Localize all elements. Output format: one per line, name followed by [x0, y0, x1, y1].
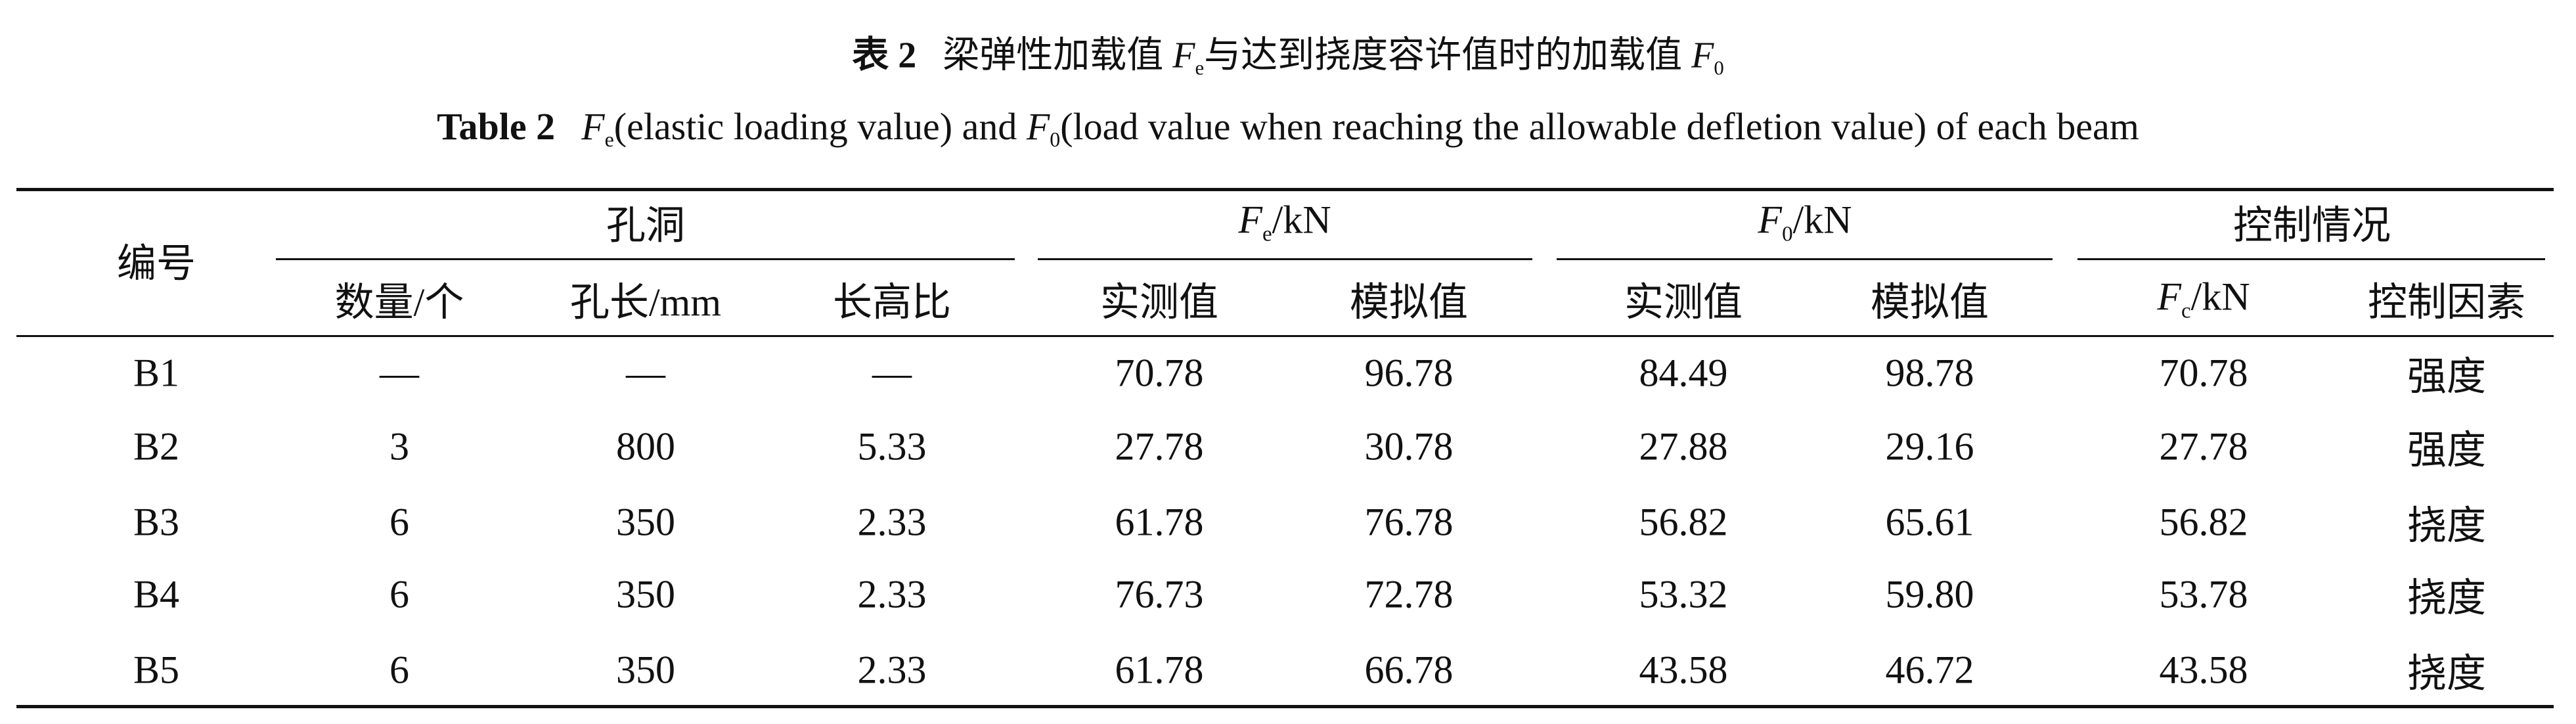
caption-label: Table 2 [437, 104, 556, 148]
table-cell: 6 [389, 572, 409, 616]
table-cell: 30.78 [1364, 424, 1454, 468]
header-cell: 控制情况 [2233, 204, 2391, 248]
caption-text: 梁弹性加载值 [943, 35, 1164, 76]
table-cell: 6 [389, 648, 409, 692]
header-var: F [1758, 198, 1783, 242]
caption-sub: e [1195, 57, 1205, 79]
table-cell: B2 [133, 424, 180, 468]
caption-sub: 0 [1050, 128, 1061, 152]
table-cell: 56.82 [2159, 500, 2248, 544]
table-cell: 27.78 [2159, 424, 2248, 468]
caption-var: F [1172, 35, 1195, 76]
table-cell: 800 [616, 424, 675, 468]
table-cell: 61.78 [1115, 500, 1204, 544]
table-cell: 76.78 [1364, 500, 1454, 544]
table-cell: 59.80 [1885, 572, 1974, 616]
table-cell: 6 [389, 500, 409, 544]
caption-sub: 0 [1714, 57, 1724, 79]
caption-var: F [1026, 104, 1050, 148]
table-cell: B5 [133, 648, 180, 692]
top-rule [16, 188, 2554, 191]
table-cell: B3 [133, 500, 180, 544]
table-cell: 3 [389, 424, 409, 468]
caption-cn: 表 2 梁弹性加载值 Fe与达到挠度容许值时的加载值 F0 [852, 26, 1724, 80]
subheader-cell: 数量/个 [334, 281, 464, 325]
header-var: F [1238, 198, 1262, 242]
caption-text: 与达到挠度容许值时的加载值 [1204, 35, 1683, 76]
table-cell: 53.32 [1639, 572, 1728, 616]
header-cell: Fe/kN [1238, 198, 1331, 247]
table-cell: 29.16 [1885, 424, 1974, 468]
subheader-cell: 模拟值 [1871, 281, 1989, 325]
table-cell: B4 [133, 572, 180, 616]
header-cell: 编号 [117, 242, 196, 286]
table-cell: 350 [616, 648, 675, 692]
table-cell: 70.78 [1115, 351, 1204, 395]
table-cell: 65.61 [1885, 500, 1974, 544]
caption-text: (load value when reaching the allowable … [1060, 104, 2139, 148]
header-sub: 0 [1782, 222, 1793, 246]
table-cell: 350 [616, 500, 675, 544]
table-cell: 挠度 [2407, 652, 2486, 696]
table-cell: 53.78 [2159, 572, 2248, 616]
header-cell: 控制因素 [2368, 281, 2525, 325]
subheader-cell: 实测值 [1100, 281, 1218, 325]
table-cell: 挠度 [2407, 504, 2486, 548]
header-rule [16, 335, 2554, 337]
group-rule [1557, 258, 2053, 260]
table-cell: 72.78 [1364, 572, 1454, 616]
table-cell: 96.78 [1364, 351, 1454, 395]
table-cell: 强度 [2407, 428, 2486, 472]
table-cell: 43.58 [2159, 648, 2248, 692]
table-cell: 61.78 [1115, 648, 1204, 692]
table-cell: 46.72 [1885, 648, 1974, 692]
table-cell: 76.73 [1115, 572, 1204, 616]
table-cell: 98.78 [1885, 351, 1974, 395]
bottom-rule [16, 705, 2554, 708]
header-unit: /kN [1792, 198, 1852, 242]
subheader-cell: 实测值 [1624, 281, 1743, 325]
table-cell: 350 [616, 572, 675, 616]
table-cell: 5.33 [857, 424, 927, 468]
table-cell: 66.78 [1364, 648, 1454, 692]
caption-var: F [581, 104, 605, 148]
table-cell: 56.82 [1639, 500, 1728, 544]
caption-label: 表 2 [852, 35, 917, 76]
table-cell: 27.88 [1639, 424, 1728, 468]
table-cell: 43.58 [1639, 648, 1728, 692]
table-cell: 强度 [2407, 355, 2486, 399]
header-cell: Fc/kN [2157, 275, 2250, 324]
table-cell: — [380, 351, 419, 395]
header-unit: /kN [1272, 198, 1331, 242]
table-cell: — [872, 351, 912, 395]
header-cell: F0/kN [1758, 198, 1852, 247]
table-cell: 挠度 [2407, 576, 2486, 620]
table-cell: B1 [133, 351, 180, 395]
header-cell: 孔洞 [606, 204, 685, 248]
table-cell: 70.78 [2159, 351, 2248, 395]
group-rule [2077, 258, 2545, 260]
group-rule [1038, 258, 1532, 260]
caption-var: F [1691, 35, 1714, 76]
subheader-cell: 孔长/mm [569, 281, 722, 325]
table-cell: 2.33 [857, 500, 927, 544]
caption-sub: e [604, 128, 614, 152]
caption-text: (elastic loading value) and [613, 104, 1017, 148]
subheader-cell: 模拟值 [1350, 281, 1468, 325]
header-sub: c [2181, 299, 2191, 323]
subheader-cell: 长高比 [833, 281, 951, 325]
table-cell: — [626, 351, 665, 395]
group-rule [276, 258, 1015, 260]
header-var: F [2157, 275, 2181, 319]
table-cell: 2.33 [857, 648, 927, 692]
header-sub: e [1262, 222, 1272, 246]
table-cell: 27.78 [1115, 424, 1204, 468]
header-unit: /kN [2190, 275, 2250, 319]
table-cell: 84.49 [1639, 351, 1728, 395]
table-cell: 2.33 [857, 572, 927, 616]
caption-en: Table 2 Fe(elastic loading value) and F0(… [437, 104, 2139, 152]
